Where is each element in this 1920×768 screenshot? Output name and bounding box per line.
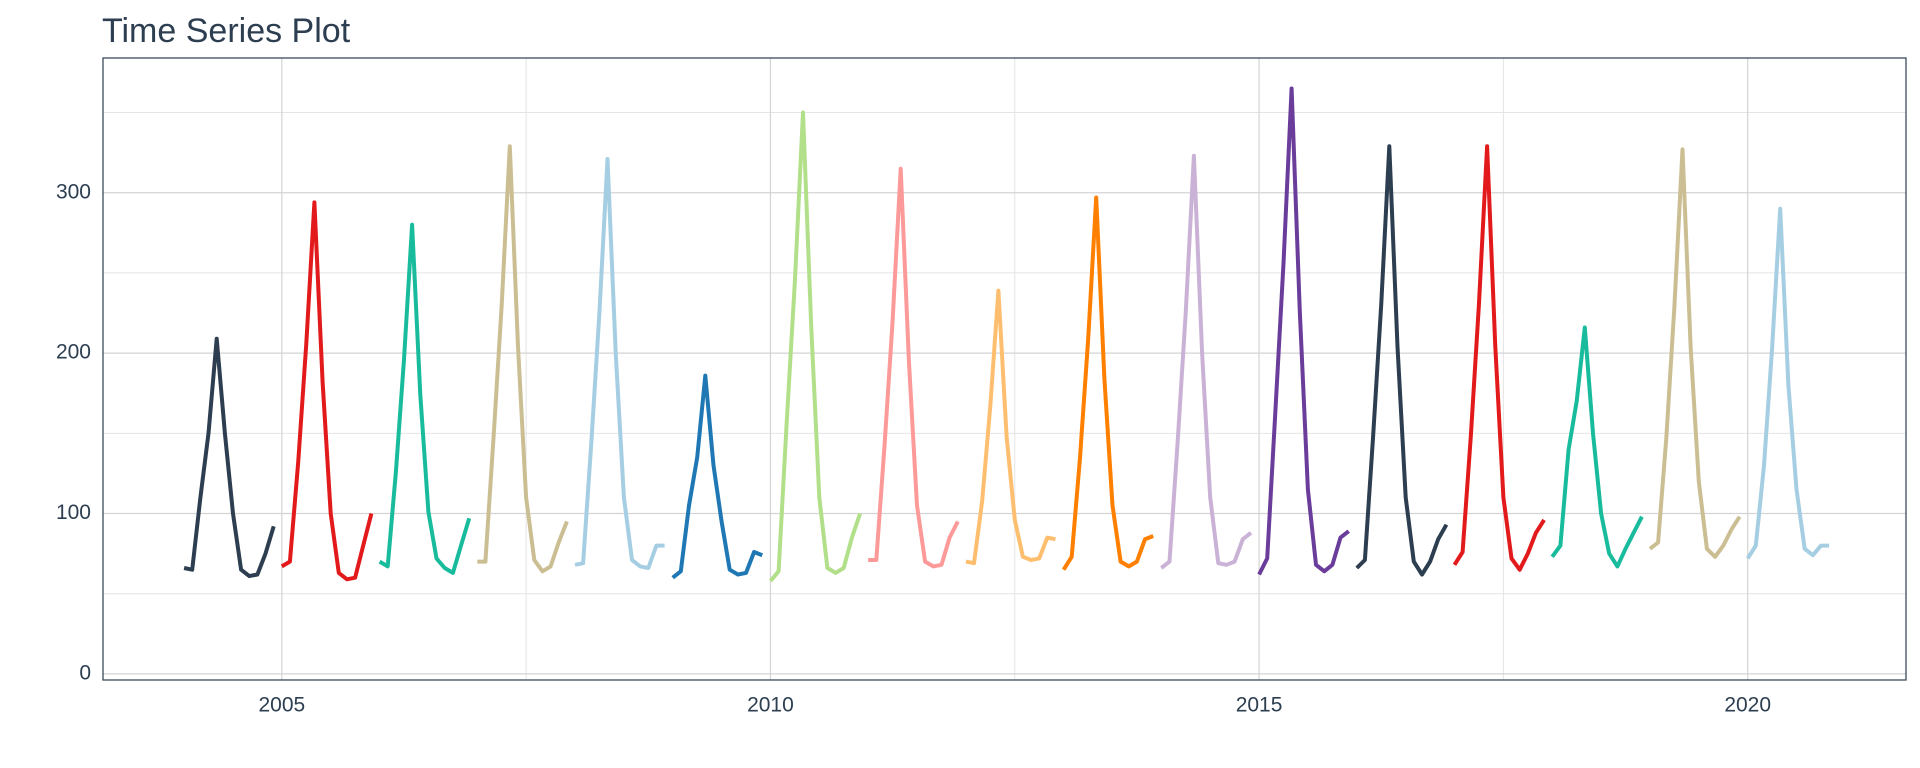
x-tick-label: 2010 xyxy=(747,694,794,717)
x-tick-label: 2005 xyxy=(258,694,305,717)
series-line xyxy=(1550,325,1644,569)
series-line xyxy=(574,157,665,570)
series-line xyxy=(1355,144,1449,577)
series-line xyxy=(1061,195,1154,571)
series-line xyxy=(1648,147,1742,559)
series-line xyxy=(1257,86,1350,576)
series-line xyxy=(965,288,1056,566)
series-line xyxy=(280,200,374,582)
y-tick-label: 300 xyxy=(56,180,91,203)
series-line xyxy=(1452,144,1546,572)
series-line xyxy=(378,222,472,575)
y-tick-label: 200 xyxy=(56,341,91,364)
y-tick-label: 0 xyxy=(79,661,91,684)
y-tick-label: 100 xyxy=(56,501,91,524)
plot-border xyxy=(102,57,1907,681)
chart-title: Time Series Plot xyxy=(102,12,351,50)
series-line xyxy=(183,336,276,579)
series-line xyxy=(1160,153,1253,570)
series-line xyxy=(1746,206,1830,560)
x-tick-label: 2015 xyxy=(1236,694,1283,717)
series-line xyxy=(868,166,960,569)
series-line xyxy=(768,110,862,583)
series-line xyxy=(671,373,764,580)
x-tick-label: 2020 xyxy=(1724,694,1771,717)
series-line xyxy=(477,144,569,574)
